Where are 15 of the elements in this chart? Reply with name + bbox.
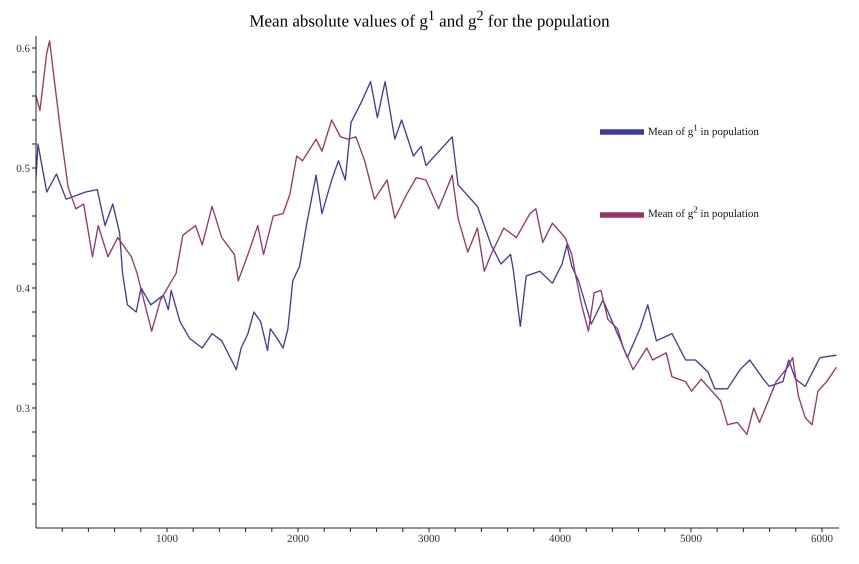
y-tick-label: 0.6 — [16, 42, 30, 55]
y-tick-label: 0.4 — [16, 282, 30, 295]
y-tick-label: 0.3 — [16, 402, 30, 415]
x-tick-label: 5000 — [680, 532, 702, 545]
x-tick-label: 6000 — [810, 532, 834, 545]
y-tick-label: 0.5 — [16, 162, 30, 175]
line-series — [36, 40, 838, 436]
legend-label: Mean of g$^{2}$ in population — [648, 204, 759, 220]
x-tick-label: 4000 — [548, 532, 572, 545]
legend-label: Mean of g$^{1}$ in population — [648, 122, 759, 138]
chart-title: Mean absolute values of g$^{1}$ and g$^{2}$ for the population — [248, 8, 611, 32]
x-tick-label: 3000 — [418, 532, 440, 545]
x-tick-label: 2000 — [286, 532, 310, 545]
line-series — [36, 80, 838, 390]
x-tick-label: 1000 — [156, 532, 178, 545]
